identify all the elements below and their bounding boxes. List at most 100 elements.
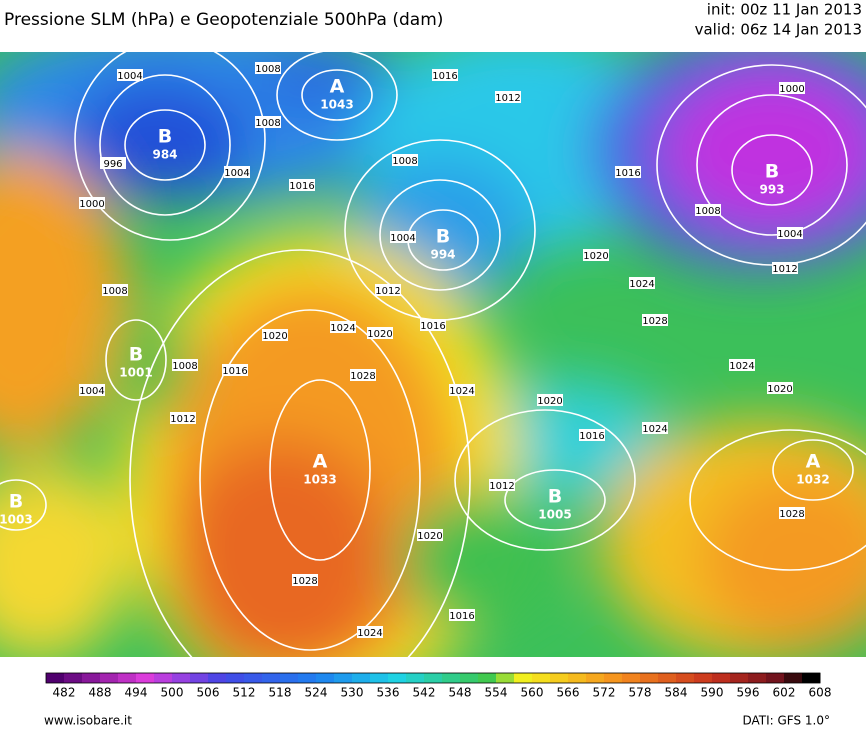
center-letter: B [129,344,143,366]
isobar-label: 1020 [367,329,392,340]
isobar-label: 1024 [629,279,654,290]
isobar-label: 1008 [102,286,127,297]
isobar-label-box [695,204,721,216]
isobar-label: 1024 [729,361,754,372]
isobar-label-box [222,364,248,376]
colorbar-swatch [712,673,731,683]
colorbar-swatch [622,673,641,683]
colorbar-swatch [64,673,83,683]
colorbar-swatch [226,673,245,683]
isobar-label: 1008 [255,64,280,75]
isobar-label: 1028 [642,316,667,327]
isobar-label-box [117,69,143,81]
isobar-label: 1016 [579,431,604,442]
colorbar-swatch [460,673,479,683]
colorbar-label: 596 [737,686,760,700]
colorbar-swatch [478,673,497,683]
isobar-label: 1016 [289,181,314,192]
data-source: DATI: GFS 1.0° [742,714,830,728]
colorbar-swatch [802,673,821,683]
center-value: 993 [759,183,784,197]
colorbar-swatch [550,673,569,683]
colorbar-swatch [154,673,173,683]
colorbar-swatch [658,673,677,683]
colorbar-swatch [586,673,605,683]
isobar-label: 1028 [779,509,804,520]
isobar-label-box [729,359,755,371]
colorbar-swatch [532,673,551,683]
isobar-label-box [489,479,515,491]
colorbar-swatch [694,673,713,683]
isobar-label-box [779,82,805,94]
colorbar-swatch [280,673,299,683]
colorbar-label: 572 [593,686,616,700]
isobar-label: 1016 [449,611,474,622]
isobar-label-box [79,197,105,209]
colorbar-swatch [82,673,101,683]
center-value: 1003 [0,513,33,527]
isobar-label-box [583,249,609,261]
colorbar-swatch [316,673,335,683]
colorbar-swatch [172,673,191,683]
isobar-label-box [289,179,315,191]
colorbar-swatch [388,673,407,683]
colorbar-swatch [676,673,695,683]
isobar-label: 1000 [779,84,804,95]
colorbar-swatch [136,673,155,683]
colorbar-swatch [208,673,227,683]
isobar-label: 1024 [357,628,382,639]
center-value: 1033 [303,473,336,487]
isobar-label-box [102,284,128,296]
isobar-label-box [449,384,475,396]
center-letter: B [765,161,779,183]
isobar-label: 1004 [390,233,415,244]
center-value: 1032 [796,473,829,487]
isobar-label: 1012 [170,414,195,425]
isobar-label-box [390,231,416,243]
colorbar-label: 512 [233,686,256,700]
colorbar-label: 608 [809,686,832,700]
colorbar: 482 488 494 500 506 512 518 524 530 536 542 548 554 5… [45,672,832,700]
colorbar-label: 518 [269,686,292,700]
isobar-label: 1020 [583,251,608,262]
colorbar-swatch [766,673,785,683]
isobar-label: 1020 [537,396,562,407]
isobar-label-box [642,314,668,326]
center-letter: B [436,226,450,248]
isobar-label-box [100,157,126,169]
isobar-label-box [579,429,605,441]
isobar-label-box [420,319,446,331]
title: Pressione SLM (hPa) e Geopotenziale 500h… [4,10,443,30]
isobar-label: 1028 [350,371,375,382]
isobar-label-box [330,321,356,333]
colorbar-label: 548 [449,686,472,700]
center-value: 1043 [320,98,353,112]
colorbar-swatch [244,673,263,683]
isobar-label: 1004 [79,386,104,397]
colorbar-swatch [352,673,371,683]
isobar-label: 1016 [420,321,445,332]
center-value: 984 [152,148,177,162]
isobar-label: 1024 [449,386,474,397]
colorbar-swatch [262,673,281,683]
colorbar-label: 536 [377,686,400,700]
isobar-label: 1024 [642,424,667,435]
colorbar-swatch [406,673,425,683]
colorbar-swatch [334,673,353,683]
site: www.isobare.it [44,714,132,728]
isobar-label-box [629,277,655,289]
isobar-label: 1000 [79,199,104,210]
colorbar-swatch [730,673,749,683]
isobar-label-box [392,154,418,166]
isobar-label-box [224,166,250,178]
colorbar-swatch [46,673,65,683]
isobar-label: 1012 [772,264,797,275]
center-letter: B [158,126,172,148]
isobar-label-box [255,62,281,74]
colorbar-label: 602 [773,686,796,700]
isobar-label: 1004 [117,71,142,82]
isobar-label: 1008 [172,361,197,372]
isobar-label: 1020 [417,531,442,542]
isobar-label-box [642,422,668,434]
